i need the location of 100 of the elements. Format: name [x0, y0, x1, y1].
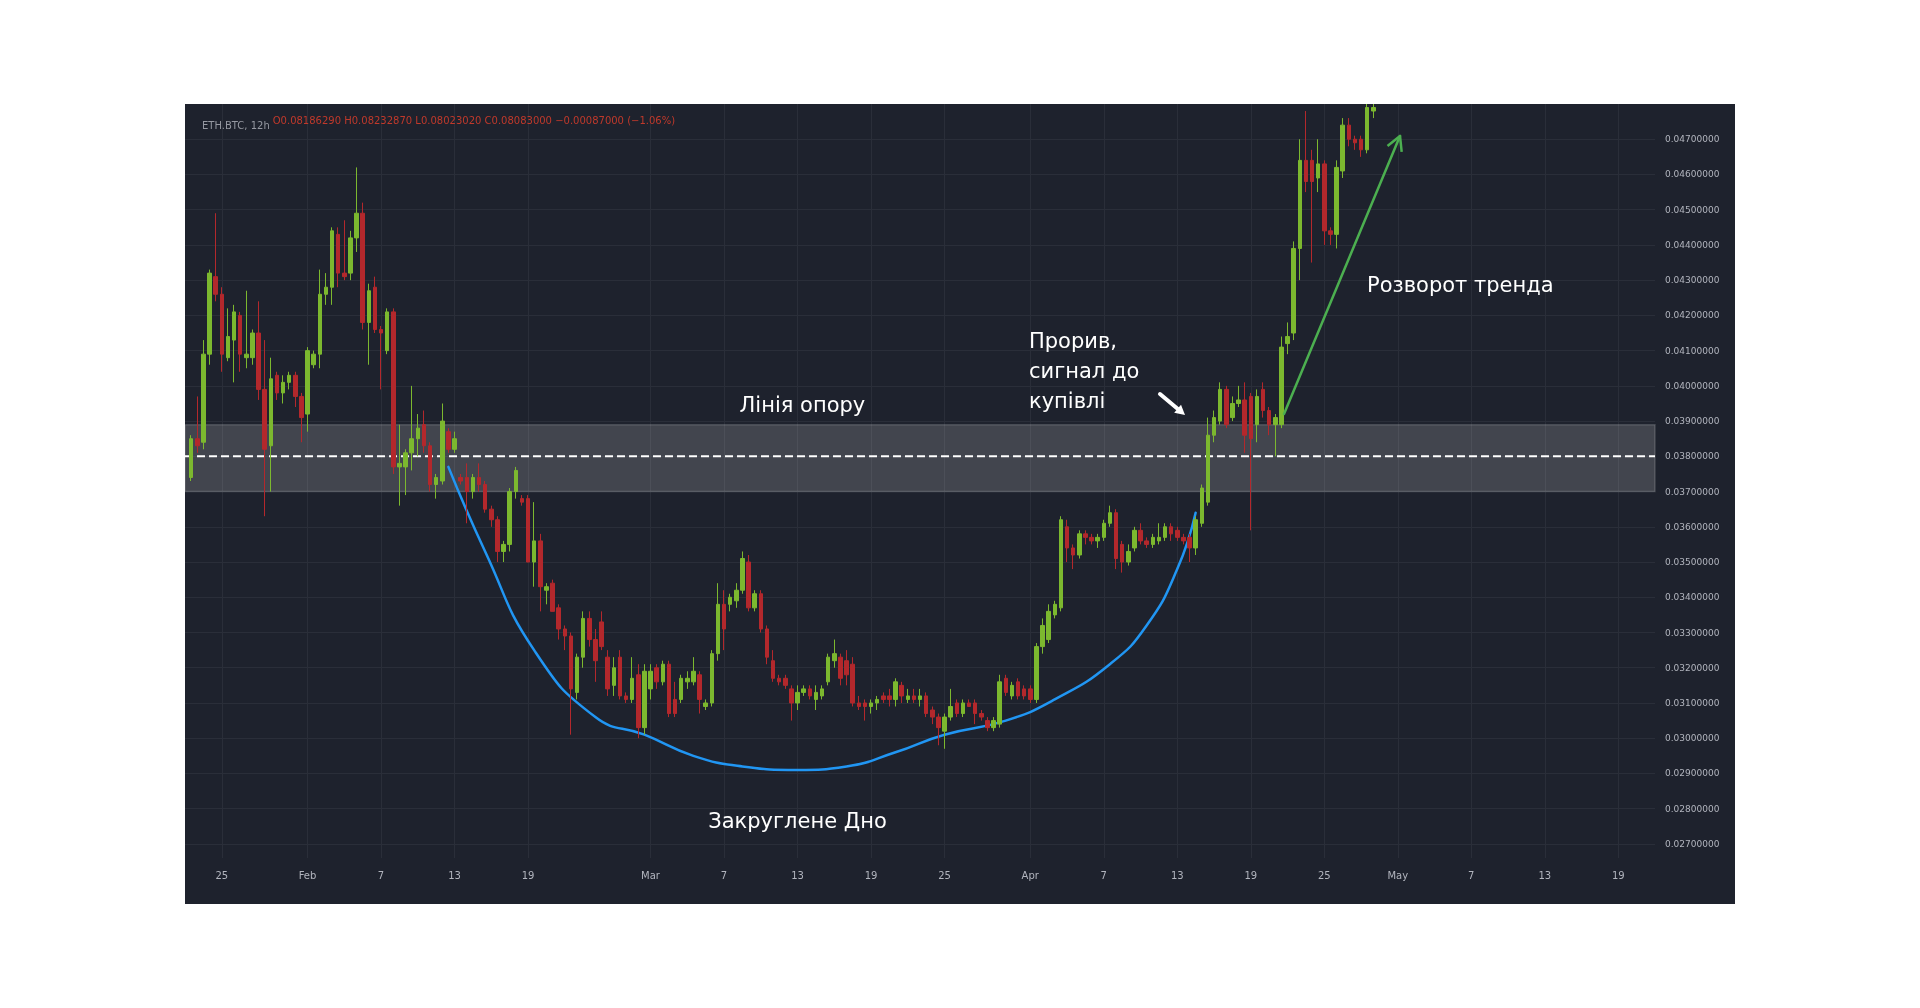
candlestick	[1151, 533, 1155, 549]
x-tick-label: 19	[864, 869, 878, 881]
candlestick	[1371, 104, 1376, 119]
candlestick	[783, 674, 788, 690]
candlestick	[654, 663, 659, 690]
y-tick-label: 0.04300000	[1665, 275, 1720, 286]
x-tick-label: 7	[720, 869, 728, 881]
candlestick	[789, 684, 794, 722]
candlestick	[1108, 505, 1112, 528]
candlestick	[1212, 410, 1216, 443]
candlestick	[281, 374, 285, 404]
candlestick	[1193, 515, 1198, 556]
y-tick-label: 0.03600000	[1665, 521, 1720, 532]
candlestick	[1359, 135, 1363, 158]
candlestick	[624, 691, 628, 704]
x-tick-label: 19	[1244, 869, 1258, 881]
candlestick	[1077, 529, 1082, 560]
y-tick-label: 0.03000000	[1665, 733, 1720, 744]
candlestick	[526, 494, 530, 563]
candlestick	[955, 698, 959, 718]
y-tick-label: 0.03500000	[1665, 557, 1720, 568]
candlestick	[563, 624, 567, 651]
candlestick	[912, 688, 916, 704]
x-tick-label: 13	[448, 869, 461, 881]
candlestick	[1163, 522, 1167, 542]
text: ETH.BTC, 12h	[202, 119, 270, 131]
candlestick	[428, 441, 432, 493]
x-tick-label: 13	[1538, 869, 1552, 881]
candlestick	[1249, 392, 1253, 531]
candlestick	[575, 653, 579, 700]
y-tick-label: 0.04600000	[1665, 169, 1720, 180]
candlestick	[673, 681, 677, 718]
x-tick-label: 13	[791, 869, 804, 881]
candlestick	[710, 649, 714, 707]
candlestick	[1053, 600, 1057, 619]
candlestick	[985, 716, 990, 732]
y-tick-label: 0.02800000	[1665, 803, 1720, 814]
candlestick	[213, 212, 218, 302]
candlestick	[1169, 522, 1173, 542]
candlestick	[667, 660, 671, 718]
candlestick	[1010, 681, 1014, 700]
candlestick	[1132, 526, 1137, 552]
candlestick	[1242, 381, 1247, 454]
candlestick	[452, 431, 457, 454]
candlestick	[1028, 684, 1033, 704]
ref-line-label: Лінія опору	[739, 392, 866, 417]
y-tick-label: 0.04500000	[1665, 204, 1720, 215]
y-tick-label: 0.02700000	[1665, 838, 1720, 849]
candlestick	[520, 494, 524, 507]
x-tick-label: Mar	[641, 869, 661, 881]
y-tick-label: 0.04700000	[1665, 134, 1720, 145]
y-tick-label: 0.04400000	[1665, 239, 1720, 250]
candlestick	[458, 473, 463, 486]
x-tick-label: Apr	[1021, 869, 1040, 881]
candlestick	[367, 283, 371, 366]
candlestick	[906, 688, 910, 704]
y-tick-label: 0.03200000	[1665, 662, 1720, 673]
candlestick	[808, 684, 812, 700]
candlestick	[385, 307, 389, 355]
candlestick	[1016, 677, 1020, 700]
candlestick	[1365, 104, 1369, 154]
x-tick-label: Feb	[298, 869, 317, 881]
candlestick	[1218, 381, 1222, 426]
candlestick	[440, 402, 445, 486]
x-tick-label: 25	[1317, 869, 1331, 881]
y-tick-label: 0.03400000	[1665, 592, 1720, 603]
candlestick	[189, 434, 193, 482]
candlestick	[679, 674, 683, 704]
candlestick	[538, 533, 543, 612]
candlestick	[360, 202, 365, 330]
candlestick	[1102, 519, 1106, 542]
candlestick	[416, 413, 420, 457]
candlestick	[863, 698, 867, 722]
candlestick	[1004, 674, 1008, 697]
candlestick	[1224, 385, 1229, 429]
x-tick-label: 7	[377, 869, 385, 881]
candlestick	[324, 272, 328, 306]
candlestick	[771, 649, 775, 683]
candlestick	[1298, 138, 1302, 281]
candlestick	[373, 276, 377, 334]
candlestick	[979, 709, 984, 722]
y-tick-label: 0.03100000	[1665, 697, 1720, 708]
candlestick	[1291, 240, 1296, 341]
candlestick	[422, 410, 426, 454]
annotation: Розворот тренда	[1367, 273, 1554, 297]
y-tick-label: 0.03300000	[1665, 627, 1720, 638]
candlestick	[232, 304, 236, 383]
candlestick	[612, 656, 616, 697]
candlestick	[1200, 484, 1204, 528]
candlestick	[1071, 543, 1075, 570]
candlestick	[1126, 543, 1131, 567]
candlestick	[746, 554, 751, 612]
candlestick	[465, 462, 469, 524]
candlestick	[269, 357, 273, 493]
candlestick	[1059, 515, 1063, 612]
candlestick	[728, 593, 732, 612]
candlestick	[630, 656, 634, 704]
candlestick	[483, 480, 487, 514]
candlestick	[1310, 149, 1314, 264]
candlestick	[857, 695, 861, 711]
